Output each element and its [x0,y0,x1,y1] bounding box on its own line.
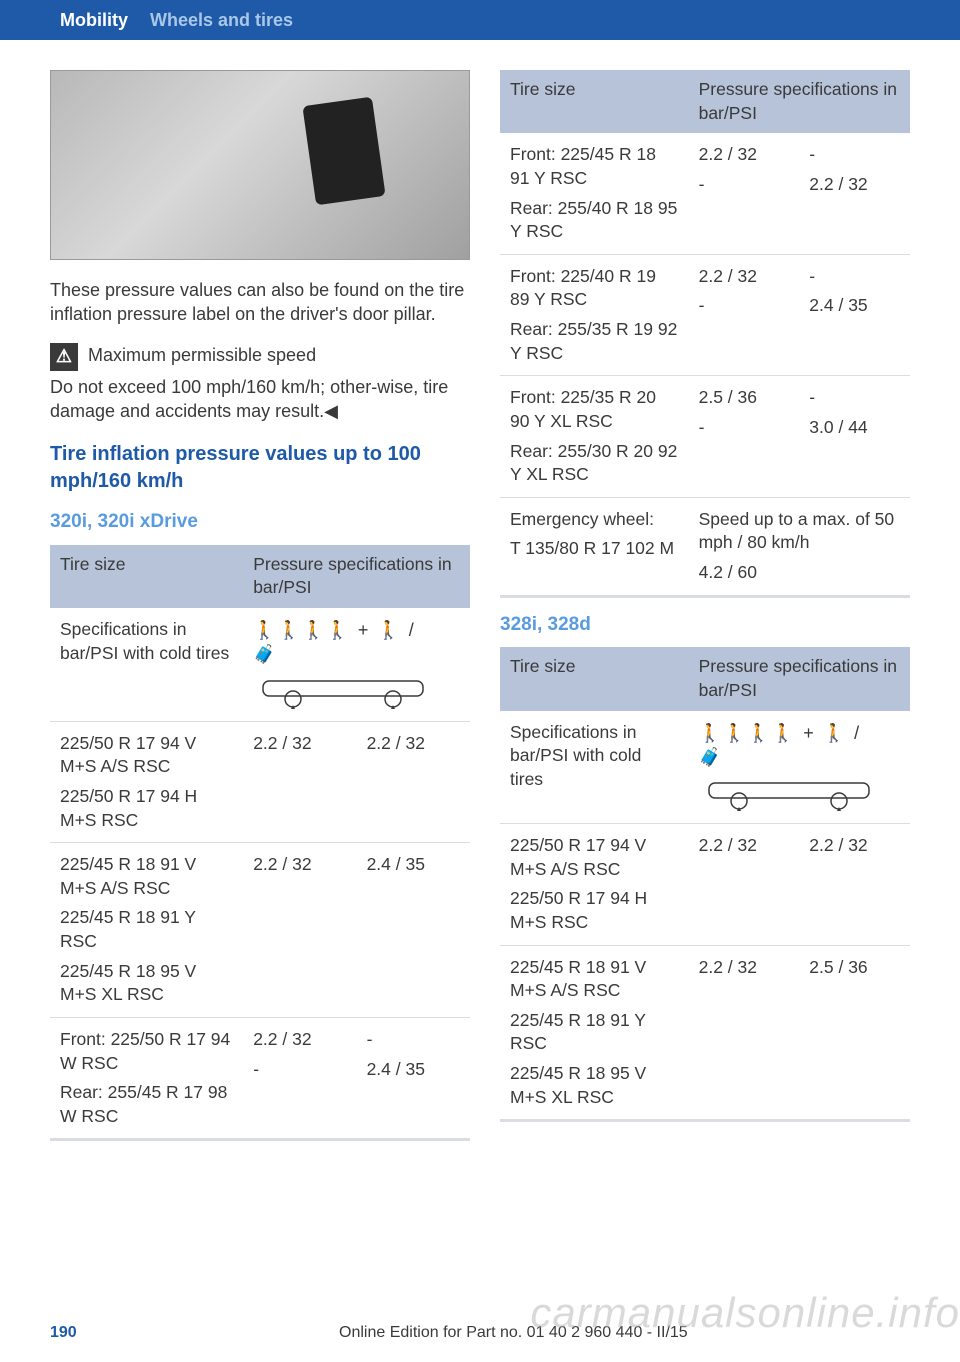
warning-body: Do not exceed 100 mph/160 km/h; other‐wi… [50,375,470,424]
table-cell: 225/45 R 18 91 V M+S A/S RSC 225/45 R 18… [500,945,689,1121]
table-cell: 2.2 / 32 [799,824,910,946]
table-cell: 2.2 / 32 - [689,133,800,254]
table-cell: 2.2 / 32 [357,721,470,843]
page-footer: 190 Online Edition for Part no. 01 40 2 … [0,1322,960,1344]
table-cell: - 2.2 / 32 [799,133,910,254]
th-size: Tire size [500,70,689,133]
table-cell: Front: 225/50 R 17 94 W RSC Rear: 255/45… [50,1017,243,1140]
table-cell: 2.2 / 32 [243,721,356,843]
table-cell: 2.5 / 36 [799,945,910,1121]
right-column: Tire size Pressure specifications in bar… [500,70,910,1141]
table-cell: 2.2 / 32 [689,824,800,946]
model-heading-328i: 328i, 328d [500,612,910,638]
spec-label: Specifications in bar/PSI with cold tire… [500,711,689,824]
tire-table-320i-cont: Tire size Pressure specifications in bar… [500,70,910,598]
th-pressure: Pressure specifications in bar/PSI [689,70,910,133]
car-icon [253,671,433,711]
car-icon [699,773,879,813]
section-heading: Tire inflation pressure values up to 100… [50,441,470,495]
table-cell: Front: 225/40 R 19 89 Y RSC Rear: 255/35… [500,254,689,376]
tire-table-328i: Tire size Pressure specifications in bar… [500,647,910,1122]
intro-paragraph: These pressure values can also be found … [50,278,470,327]
door-pillar-photo [50,70,470,260]
table-cell: - 2.4 / 35 [799,254,910,376]
people-icon: 🚶🚶🚶🚶 + 🚶 / 🧳 [253,618,433,667]
table-cell: 2.4 / 35 [357,843,470,1018]
table-cell: 225/45 R 18 91 V M+S A/S RSC 225/45 R 18… [50,843,243,1018]
spec-label: Specifications in bar/PSI with cold tire… [50,608,243,721]
people-icon: 🚶🚶🚶🚶 + 🚶 / 🧳 [699,721,879,770]
warning-title: Maximum permissible speed [88,343,316,367]
table-cell: - 2.4 / 35 [357,1017,470,1140]
left-column: These pressure values can also be found … [50,70,470,1141]
table-cell: Speed up to a max. of 50 mph / 80 km/h 4… [689,497,910,596]
page-number: 190 [50,1322,77,1344]
tire-table-320i: Tire size Pressure specifications in bar… [50,545,470,1142]
table-cell: 2.5 / 36 - [689,376,800,498]
th-size: Tire size [500,647,689,710]
tab-wheels: Wheels and tires [150,8,293,32]
footer-text: Online Edition for Part no. 01 40 2 960 … [117,1322,910,1344]
spec-illustration: 🚶🚶🚶🚶 + 🚶 / 🧳 [689,711,910,824]
th-size: Tire size [50,545,243,608]
th-pressure: Pressure specifications in bar/PSI [689,647,910,710]
top-bar: Mobility Wheels and tires [0,0,960,40]
table-cell: - 3.0 / 44 [799,376,910,498]
table-cell: Front: 225/35 R 20 90 Y XL RSC Rear: 255… [500,376,689,498]
table-cell: Emergency wheel: T 135/80 R 17 102 M [500,497,689,596]
warning-icon: ⚠ [50,343,78,371]
table-cell: Front: 225/45 R 18 91 Y RSC Rear: 255/40… [500,133,689,254]
table-cell: 225/50 R 17 94 V M+S A/S RSC 225/50 R 17… [50,721,243,843]
spec-illustration: 🚶🚶🚶🚶 + 🚶 / 🧳 [243,608,470,721]
table-cell: 225/50 R 17 94 V M+S A/S RSC 225/50 R 17… [500,824,689,946]
th-pressure: Pressure specifications in bar/PSI [243,545,470,608]
tab-mobility: Mobility [60,8,128,32]
table-cell: 2.2 / 32 - [243,1017,356,1140]
model-heading-320i: 320i, 320i xDrive [50,509,470,535]
table-cell: 2.2 / 32 [243,843,356,1018]
table-cell: 2.2 / 32 - [689,254,800,376]
table-cell: 2.2 / 32 [689,945,800,1121]
